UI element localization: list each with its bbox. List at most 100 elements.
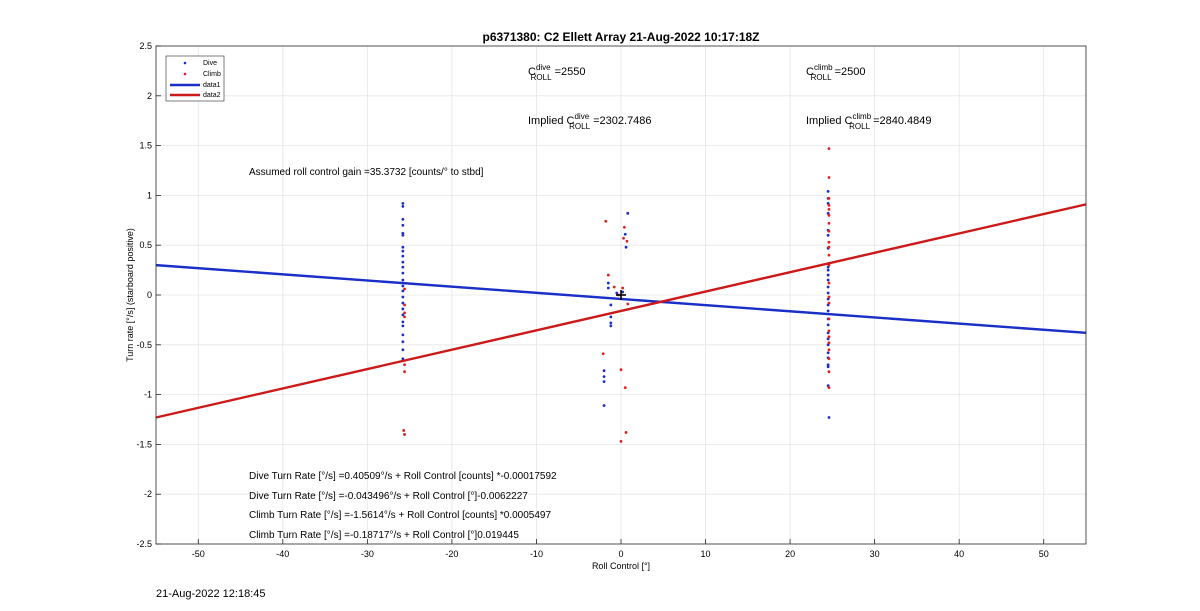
dive-point <box>401 278 405 282</box>
tick-labels: -50 -40 -30 -20 -10 0 10 20 30 40 50-2.5-2-1.5-1-0… <box>136 41 1048 559</box>
dive-point <box>401 289 405 293</box>
y-tick-label: -1.5 <box>136 439 152 449</box>
climb-point <box>827 229 831 233</box>
annotation-gain: Assumed roll control gain =35.3732 [coun… <box>249 167 484 178</box>
equation-dive-counts: Dive Turn Rate [°/s] =0.40509°/s + Roll … <box>249 471 557 482</box>
climb-point <box>827 386 831 390</box>
dive-point <box>401 295 405 299</box>
y-tick-label: 1 <box>147 190 152 200</box>
dive-point <box>826 285 830 289</box>
dive-point <box>401 313 405 317</box>
origin-plus-marker <box>616 290 626 300</box>
dive-point <box>826 323 830 327</box>
climb-point <box>622 225 626 229</box>
climb-point <box>403 370 406 374</box>
climb-point <box>403 287 406 291</box>
dive-point <box>826 363 830 367</box>
climb-point <box>625 239 629 243</box>
climb-point <box>403 315 406 319</box>
dive-point <box>401 245 405 249</box>
x-tick-label: 0 <box>618 549 623 559</box>
equation-dive-degrees: Dive Turn Rate [°/s] =-0.043496°/s + Rol… <box>249 491 528 502</box>
climb-point <box>827 147 831 150</box>
dive-point <box>401 333 405 337</box>
dive-point <box>826 273 830 277</box>
dive-point <box>609 303 613 307</box>
y-tick-label: -1 <box>144 390 152 400</box>
x-tick-label: -20 <box>445 549 458 559</box>
x-axis-label: Roll Control [°] <box>592 561 650 571</box>
y-tick-label: 2.5 <box>139 41 152 51</box>
y-tick-label: 0 <box>147 290 152 300</box>
climb-point <box>827 357 831 361</box>
dive-point <box>401 271 405 275</box>
climb-point <box>827 203 831 207</box>
climb-point <box>827 281 831 285</box>
annotation-implied-dive: Implied Cdive ROLL =2302.7486 <box>528 112 652 131</box>
climb-point <box>604 219 608 223</box>
legend-marker-climb <box>183 72 187 76</box>
x-tick-label: 40 <box>954 549 964 559</box>
dive-point <box>826 190 830 193</box>
dive-point <box>401 307 405 311</box>
dive-point <box>609 324 613 328</box>
dive-point <box>826 233 830 237</box>
dive-point <box>401 284 405 288</box>
dive-point <box>615 291 619 295</box>
climb-point <box>827 317 831 321</box>
dive-point <box>826 291 830 295</box>
grid-lines <box>156 46 1086 544</box>
annotation-c-dive: Cdive ROLL =2550 <box>528 63 586 82</box>
dive-point <box>602 369 606 373</box>
climb-point <box>827 341 831 345</box>
dive-point <box>609 321 613 325</box>
climb-point <box>622 236 625 240</box>
dive-point <box>826 351 830 355</box>
dive-point <box>401 265 405 269</box>
x-tick-label: 20 <box>785 549 795 559</box>
dive-point <box>621 290 625 294</box>
dive-point <box>623 232 627 236</box>
climb-point <box>624 431 628 434</box>
climb-point <box>601 352 605 356</box>
footer-timestamp: 21-Aug-2022 12:18:45 <box>156 588 266 600</box>
annotation-c-climb: Cclimb ROLL =2500 <box>806 63 865 82</box>
x-tick-label: 50 <box>1039 549 1049 559</box>
dive-point <box>401 260 405 264</box>
climb-point <box>827 213 831 217</box>
climb-point <box>612 285 616 289</box>
climb-point <box>403 433 406 436</box>
series-layer <box>155 147 1087 443</box>
climb-point <box>606 273 610 277</box>
climb-point <box>827 301 831 305</box>
legend: Dive Climb data1 data2 <box>165 55 225 102</box>
climb-point <box>827 245 831 249</box>
x-tick-label: -10 <box>530 549 543 559</box>
x-tick-label: 30 <box>870 549 880 559</box>
y-tick-label: 2 <box>147 91 152 101</box>
annotation-implied-climb: Implied Cclimb ROLL =2840.4849 <box>806 112 932 131</box>
chart-title: p6371380: C2 Ellett Array 21-Aug-2022 10… <box>482 30 759 44</box>
dive-point <box>826 365 830 369</box>
climb-point <box>403 303 406 307</box>
dive-point <box>401 223 405 227</box>
dive-point <box>401 249 405 253</box>
climb-point <box>626 302 630 306</box>
climb-point <box>403 363 406 367</box>
dive-point <box>401 217 405 221</box>
legend-label-dive: Dive <box>203 60 217 67</box>
legend-label-data1: data1 <box>203 82 221 89</box>
equation-climb-degrees: Climb Turn Rate [°/s] =-0.18717°/s + Rol… <box>249 530 519 541</box>
x-tick-label: -50 <box>192 549 205 559</box>
dive-point <box>826 268 830 272</box>
legend-box <box>165 55 225 102</box>
climb-point <box>827 370 831 374</box>
climb-point <box>827 253 831 257</box>
y-tick-label: -2.5 <box>136 539 152 549</box>
climb-point <box>827 329 831 333</box>
data2-fit-line <box>155 203 1087 419</box>
x-tick-label: 10 <box>701 549 711 559</box>
y-axis-label: Turn rate [°/s] (starboard positive) <box>125 228 135 362</box>
climb-point <box>621 286 625 290</box>
dive-point <box>401 301 405 305</box>
